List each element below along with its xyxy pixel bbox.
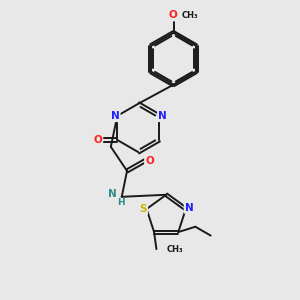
Text: O: O (169, 10, 177, 20)
Text: O: O (93, 135, 102, 145)
Text: H: H (117, 198, 125, 207)
Text: CH₃: CH₃ (167, 244, 183, 253)
Text: N: N (111, 111, 119, 121)
Text: CH₃: CH₃ (182, 11, 198, 20)
Text: S: S (139, 204, 147, 214)
Text: N: N (185, 202, 194, 212)
Text: O: O (145, 156, 154, 166)
Text: N: N (108, 190, 117, 200)
Text: N: N (158, 111, 167, 121)
